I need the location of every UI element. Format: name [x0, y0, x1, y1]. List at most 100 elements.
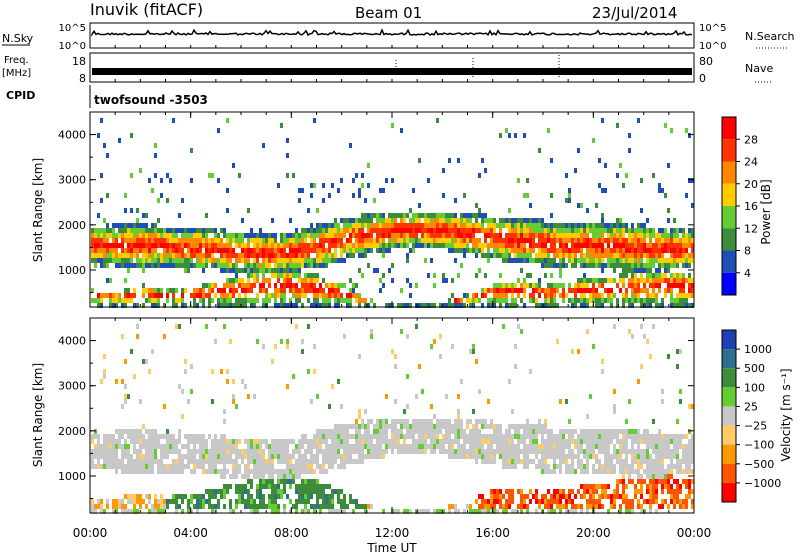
velocity-cell [688, 479, 691, 484]
velocity-cell [661, 474, 664, 479]
velocity-cell [556, 489, 559, 494]
velocity-cell [130, 464, 133, 469]
velocity-cell [445, 434, 448, 439]
power-cell [586, 288, 589, 293]
power-cell [127, 228, 130, 233]
velocity-cell [559, 494, 562, 499]
velocity-cell [268, 464, 271, 469]
power-cell [223, 303, 226, 308]
power-cell [112, 233, 115, 238]
velocity-cell [247, 459, 250, 464]
velocity-cell [262, 449, 265, 454]
velocity-cell [340, 404, 343, 409]
velocity-cell [268, 494, 271, 499]
velocity-cell [310, 459, 313, 464]
power-cell [583, 303, 586, 308]
velocity-cell [424, 434, 427, 439]
velocity-cell [379, 429, 382, 434]
velocity-cell [568, 469, 571, 474]
power-cell [340, 248, 343, 253]
velocity-cell [673, 454, 676, 459]
velocity-cell [622, 439, 625, 444]
velocity-cell [115, 454, 118, 459]
power-cell [148, 263, 151, 268]
power-cell [325, 228, 328, 233]
velocity-cell [535, 464, 538, 469]
power-cell [265, 248, 268, 253]
power-cell [490, 253, 493, 258]
velocity-cell [514, 344, 517, 349]
velocity-cell [631, 454, 634, 459]
velocity-cell [616, 489, 619, 494]
power-cell [313, 273, 316, 278]
velocity-cell [334, 444, 337, 449]
power-cell [196, 253, 199, 258]
velocity-cell [397, 449, 400, 454]
velocity-cell [607, 469, 610, 474]
power-cell [574, 258, 577, 263]
velocity-cell [349, 459, 352, 464]
power-cell [121, 223, 124, 228]
power-cell [121, 258, 124, 263]
power-cell [301, 283, 304, 288]
power-cell [289, 278, 292, 283]
power-cell [106, 193, 109, 198]
velocity-cell [277, 494, 280, 499]
velocity-cell [148, 369, 151, 374]
x-tick-label: 04:00 [173, 526, 208, 540]
velocity-cell [193, 494, 196, 499]
power-colorbar-swatch [722, 228, 736, 251]
velocity-cell [637, 449, 640, 454]
velocity-cell [649, 469, 652, 474]
power-cell [241, 248, 244, 253]
power-cell [202, 283, 205, 288]
velocity-cell [517, 504, 520, 509]
velocity-cell [211, 369, 214, 374]
velocity-cell [316, 464, 319, 469]
power-cell [130, 223, 133, 228]
velocity-cell [142, 439, 145, 444]
power-cell [580, 293, 583, 298]
power-cell [421, 303, 424, 308]
velocity-cell [568, 494, 571, 499]
velocity-cell [478, 444, 481, 449]
power-cell [211, 253, 214, 258]
velocity-cell [91, 499, 94, 504]
power-cell [592, 288, 595, 293]
power-cell [223, 288, 226, 293]
power-cell [670, 263, 673, 268]
power-cell [616, 283, 619, 288]
power-cell [169, 263, 172, 268]
velocity-cell [187, 499, 190, 504]
power-cell [580, 243, 583, 248]
power-cell [337, 223, 340, 228]
velocity-cell [619, 449, 622, 454]
power-cell [565, 233, 568, 238]
power-cell [508, 303, 511, 308]
velocity-cell [196, 439, 199, 444]
nsky-label: N.Sky [2, 32, 34, 45]
velocity-cell [376, 454, 379, 459]
power-cell [352, 293, 355, 298]
power-cell [256, 293, 259, 298]
power-cell [241, 243, 244, 248]
power-colorbar-tick-label: 4 [744, 267, 751, 280]
velocity-cell [151, 444, 154, 449]
power-cell [379, 243, 382, 248]
velocity-cell [151, 509, 154, 514]
velocity-cell [508, 459, 511, 464]
velocity-cell [322, 429, 325, 434]
power-cell [367, 263, 370, 268]
power-cell [202, 233, 205, 238]
power-cell [571, 258, 574, 263]
velocity-cell [103, 369, 106, 374]
power-cell [607, 263, 610, 268]
power-cell [94, 243, 97, 248]
power-cell [679, 243, 682, 248]
power-cell [667, 268, 670, 273]
velocity-cell [163, 404, 166, 409]
power-cell [529, 228, 532, 233]
velocity-cell [274, 439, 277, 444]
velocity-cell [493, 449, 496, 454]
velocity-cell [214, 494, 217, 499]
